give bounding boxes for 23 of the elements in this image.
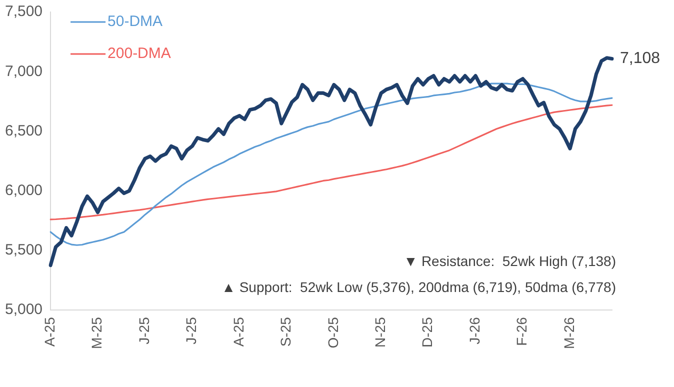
x-tick-label: D-25 [419, 316, 436, 348]
x-tick-label: A-25 [41, 316, 58, 347]
x-tick-label: J-25 [136, 316, 152, 344]
x-tick-label: J-25 [183, 316, 200, 344]
legend-label: 200-DMA [108, 45, 171, 62]
x-tick-label: F-26 [514, 316, 530, 346]
x-tick-label: N-25 [372, 316, 388, 348]
legend-label: 50-DMA [108, 13, 163, 30]
y-tick-label: 6,500 [4, 122, 43, 140]
y-tick-label: 6,000 [4, 182, 43, 200]
x-tick-label: S-25 [278, 316, 294, 347]
annotation: ▼ Resistance: 52wk High (7,138) [404, 252, 616, 269]
text: 7,108 [620, 50, 660, 68]
x-tick-label: M-26 [560, 316, 577, 350]
x-tick-label: J-26 [466, 316, 482, 344]
x-tick-label: M-25 [88, 316, 105, 350]
x-tick-label: A-25 [230, 316, 246, 347]
y-tick-label: 7,500 [4, 3, 43, 20]
annotation: ▲ Support: 52wk Low (5,376), 200dma (6,719), 50dma (6,778) [222, 278, 616, 295]
x-tick-label: O-25 [324, 316, 341, 348]
y-tick-label: 7,000 [4, 62, 43, 80]
y-tick-label: 5,500 [4, 242, 43, 259]
y-tick-label: 5,000 [4, 301, 43, 318]
